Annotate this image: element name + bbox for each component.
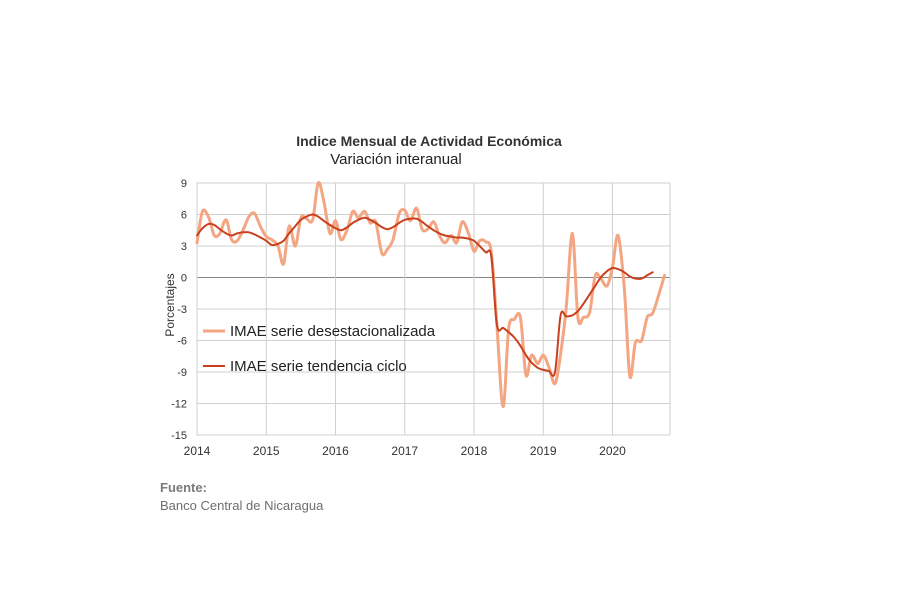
source-label: Fuente: bbox=[160, 480, 207, 495]
chart-subtitle: Variación interanual bbox=[330, 151, 461, 168]
x-tick-label: 2018 bbox=[461, 444, 488, 458]
x-tick-label: 2020 bbox=[599, 444, 626, 458]
gridlines bbox=[196, 182, 671, 436]
series-lines bbox=[195, 181, 666, 409]
y-tick-label: 6 bbox=[181, 210, 187, 222]
legend-label-desestacionalizada: IMAE serie desestacionalizada bbox=[230, 323, 436, 340]
source-text: Banco Central de Nicaragua bbox=[160, 498, 324, 513]
series-line-desestacionalizada bbox=[195, 181, 666, 409]
y-axis-label: Porcentajes bbox=[163, 273, 177, 336]
y-tick-label: -6 bbox=[177, 336, 187, 348]
y-tick-label: 3 bbox=[181, 241, 187, 253]
x-tick-label: 2014 bbox=[184, 444, 211, 458]
x-tick-label: 2015 bbox=[253, 444, 280, 458]
y-tick-label: 0 bbox=[181, 273, 187, 285]
y-tick-label: 9 bbox=[181, 178, 187, 190]
legend: IMAE serie desestacionalizada IMAE serie … bbox=[203, 323, 436, 375]
y-axis-ticks: 9 6 3 0 -3 -6 -9 -12 -15 bbox=[171, 178, 187, 442]
x-tick-label: 2019 bbox=[530, 444, 557, 458]
y-tick-label: -12 bbox=[171, 399, 187, 411]
y-tick-label: -3 bbox=[177, 304, 187, 316]
x-tick-label: 2017 bbox=[391, 444, 418, 458]
x-axis-ticks: 2014 2015 2016 2017 2018 2019 2020 bbox=[184, 444, 627, 458]
x-tick-label: 2016 bbox=[322, 444, 349, 458]
legend-label-tendencia: IMAE serie tendencia ciclo bbox=[230, 358, 407, 375]
y-tick-label: -9 bbox=[177, 367, 187, 379]
y-tick-label: -15 bbox=[171, 430, 187, 442]
series-line-tendencia bbox=[196, 213, 654, 377]
chart-title: Indice Mensual de Actividad Económica bbox=[296, 133, 562, 149]
